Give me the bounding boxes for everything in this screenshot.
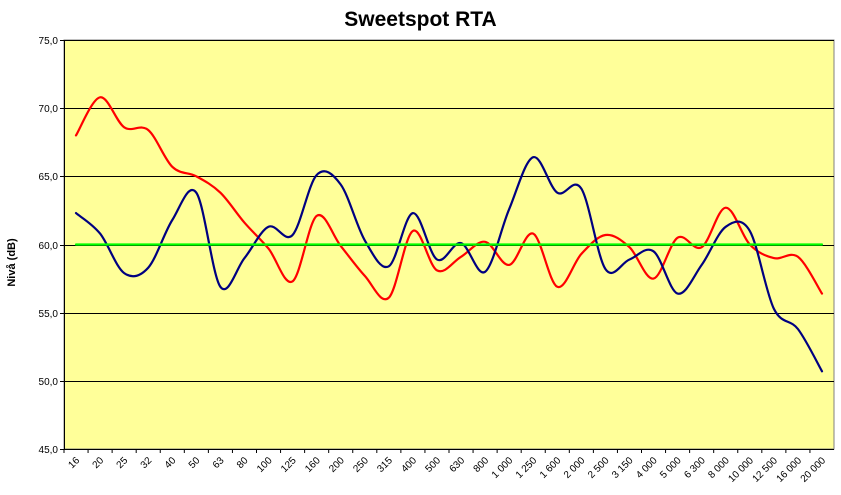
x-tick-label-15: 500 xyxy=(424,455,444,475)
x-tick-label-6: 63 xyxy=(211,455,227,471)
x-tick-label-11: 200 xyxy=(327,455,347,475)
x-tick-label-16: 630 xyxy=(448,455,468,475)
x-tick-label-24: 4 000 xyxy=(634,455,660,481)
x-tick-label-26: 6 300 xyxy=(682,455,708,481)
y-tick-labels: 45,0 50,0 55,0 60,0 65,0 70,0 75,0 xyxy=(39,36,59,456)
chart-title: Sweetspot RTA xyxy=(344,8,497,31)
series-lines xyxy=(74,96,824,373)
x-tick-label-8: 100 xyxy=(255,455,275,475)
x-tick-label-22: 2 500 xyxy=(586,455,612,481)
x-tick-label-2: 25 xyxy=(115,455,131,471)
series-line-red xyxy=(74,96,824,301)
x-tick-label-19: 1 250 xyxy=(514,455,540,481)
x-tick-label-13: 315 xyxy=(375,455,395,475)
x-tick-label-20: 1 600 xyxy=(538,455,564,481)
series-line-blue xyxy=(74,156,824,373)
y-tick-label-4: 65,0 xyxy=(39,172,59,183)
x-tick-label-29: 12 500 xyxy=(751,455,781,485)
x-tick-labels: 16 20 25 32 40 50 63 80 100 125 160 200 250 315 400 500… xyxy=(63,449,829,485)
x-tick-label-7: 80 xyxy=(235,455,251,471)
x-tick-label-5: 50 xyxy=(187,455,203,471)
y-tick-label-3: 60,0 xyxy=(39,241,59,252)
x-tick-label-23: 3 150 xyxy=(610,455,636,481)
x-tick-label-0: 16 xyxy=(67,455,83,471)
x-tick-label-12: 250 xyxy=(351,455,371,475)
x-tick-label-10: 160 xyxy=(303,455,323,475)
x-tick-label-4: 40 xyxy=(163,455,179,471)
x-tick-label-25: 5 000 xyxy=(658,455,684,481)
x-tick-label-28: 10 000 xyxy=(726,455,756,485)
y-tick-label-2: 55,0 xyxy=(39,309,59,320)
x-tick-label-1: 20 xyxy=(91,455,107,471)
x-tick-label-31: 20 000 xyxy=(799,455,829,485)
x-tick-label-17: 800 xyxy=(472,455,492,475)
x-tick-label-21: 2 000 xyxy=(562,455,588,481)
x-tick-label-30: 16 000 xyxy=(775,455,805,485)
x-tick-label-14: 400 xyxy=(399,455,419,475)
y-axis-label: Nivå (dB) xyxy=(6,238,18,287)
y-tick-label-5: 70,0 xyxy=(39,104,59,115)
x-tick-label-9: 125 xyxy=(279,455,299,475)
y-tick-label-0: 45,0 xyxy=(39,445,59,456)
y-tick-label-6: 75,0 xyxy=(39,36,59,47)
y-tick-label-1: 50,0 xyxy=(39,377,59,388)
x-tick-label-18: 1 000 xyxy=(490,455,516,481)
x-tick-label-3: 32 xyxy=(139,455,155,471)
